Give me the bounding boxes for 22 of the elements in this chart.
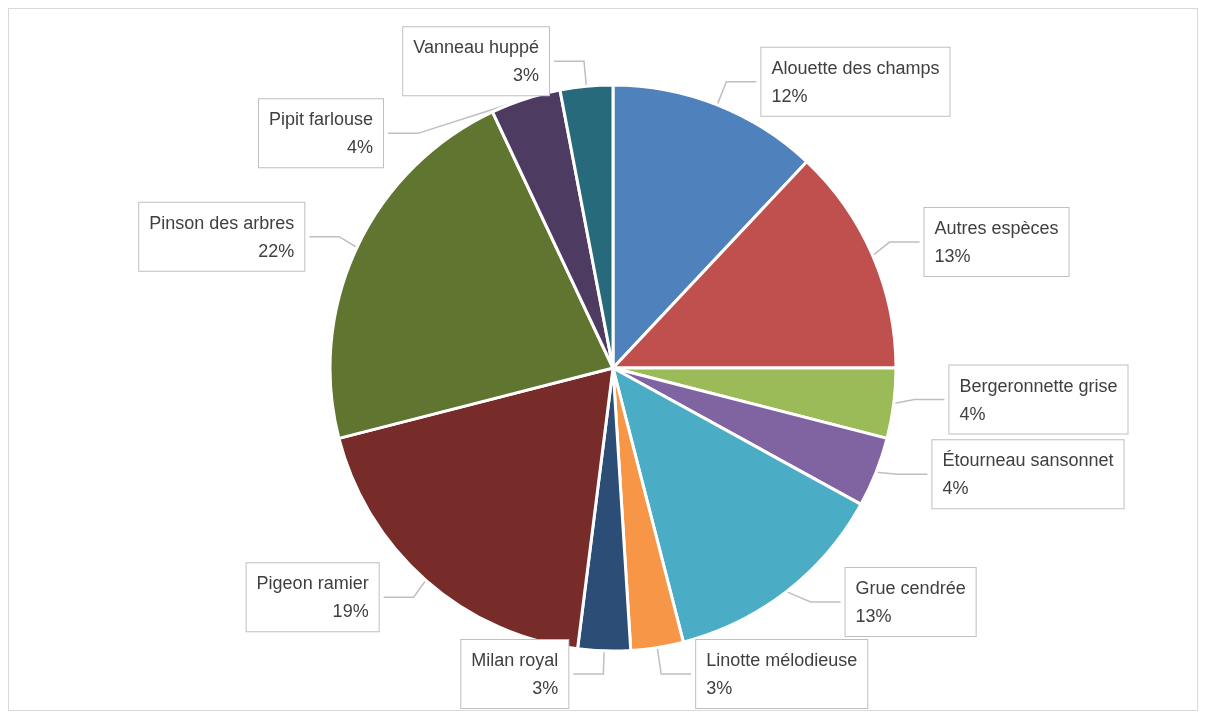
slice-label: Pipit farlouse	[268, 109, 374, 130]
data-label: 22%	[258, 240, 295, 261]
slice-label: Alouette des champs	[771, 57, 940, 78]
slice-label: Bergeronnette grise	[959, 375, 1118, 396]
data-label: 3%	[513, 65, 540, 86]
slice-label: Étourneau sansonnet	[942, 450, 1114, 471]
data-label: 4%	[347, 137, 374, 158]
slice-label: Pinson des arbres	[149, 212, 295, 233]
data-label: 3%	[532, 678, 559, 698]
slice-label: Milan royal	[471, 650, 559, 670]
data-label: 12%	[771, 85, 808, 106]
slice-label: Linotte mélodieuse	[706, 650, 858, 670]
slice-label: Grue cendrée	[855, 578, 966, 598]
data-label: 4%	[959, 403, 986, 424]
slice-label: Pigeon ramier	[256, 573, 369, 594]
data-label: 13%	[855, 606, 892, 626]
data-label: 3%	[706, 678, 733, 698]
data-label: 4%	[942, 478, 969, 499]
slice-label: Vanneau huppé	[413, 37, 540, 58]
slice-label: Autres espèces	[934, 218, 1059, 239]
data-label: 19%	[332, 601, 369, 622]
data-label: 13%	[934, 246, 971, 267]
